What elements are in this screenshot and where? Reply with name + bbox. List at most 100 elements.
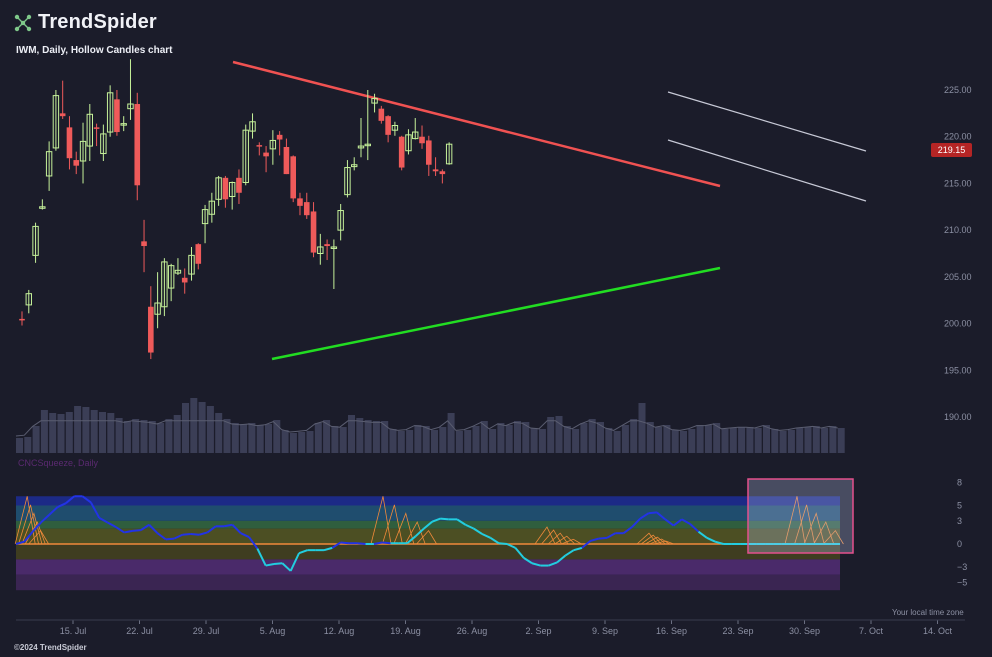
candle-body xyxy=(181,277,188,283)
volume-bar xyxy=(746,427,754,453)
candle-body xyxy=(263,152,269,157)
volume-bar xyxy=(414,425,422,453)
squeeze-histogram xyxy=(636,532,658,545)
x-axis-tick: 12. Aug xyxy=(324,626,355,636)
volume-bar xyxy=(123,421,131,453)
volume-bar xyxy=(821,428,829,453)
candle-body xyxy=(161,261,168,308)
squeeze-line-segment xyxy=(23,531,34,543)
squeeze-line-segment xyxy=(456,518,466,526)
candle-body xyxy=(236,177,242,193)
candle-body xyxy=(106,92,114,133)
volume-bar xyxy=(348,415,355,453)
brand-name: TrendSpider xyxy=(38,11,157,33)
squeeze-histogram xyxy=(547,532,569,545)
volume-bar xyxy=(738,427,746,453)
x-axis-tick: 9. Sep xyxy=(592,626,618,636)
volume-bar xyxy=(671,430,679,453)
squeeze-line-segment xyxy=(373,541,383,545)
volume-bar xyxy=(173,415,181,453)
volume-bar xyxy=(680,431,687,453)
x-axis-tick: 26. Aug xyxy=(457,626,488,636)
x-axis-tick: 22. Jul xyxy=(126,626,153,636)
volume-bar xyxy=(215,413,223,453)
candle-body xyxy=(86,113,93,147)
indicator-band xyxy=(16,544,840,560)
candle-body xyxy=(222,177,229,200)
squeeze-line-segment xyxy=(573,546,583,552)
squeeze-histogram xyxy=(640,534,662,545)
squeeze-line-segment xyxy=(623,526,633,535)
candle-body xyxy=(398,136,405,168)
squeeze-line-segment xyxy=(714,540,724,545)
volume-bar xyxy=(190,398,198,453)
brand: TrendSpider xyxy=(14,11,157,34)
candle-body xyxy=(364,143,371,147)
squeeze-line-segment xyxy=(631,517,641,528)
squeeze-line-segment xyxy=(190,532,200,536)
volume-bar xyxy=(99,412,106,453)
volume-bar xyxy=(696,425,704,453)
volume-bar xyxy=(331,426,339,453)
squeeze-line-segment xyxy=(231,524,242,534)
volume-bar xyxy=(472,426,480,453)
candle-body xyxy=(73,160,80,166)
volume-bar xyxy=(489,429,497,453)
candle-body xyxy=(188,254,195,275)
candle-body xyxy=(249,121,256,132)
squeeze-line-segment xyxy=(672,518,683,527)
squeeze-histogram xyxy=(18,504,39,545)
price-axis-tick: 205.00 xyxy=(944,272,972,282)
squeeze-line-segment xyxy=(65,495,75,504)
volume-bar xyxy=(455,431,463,453)
volume-bar xyxy=(588,419,596,453)
candle-body xyxy=(351,164,358,168)
squeeze-line-segment xyxy=(240,532,250,538)
volume-bar xyxy=(655,427,663,453)
x-axis-tick: 14. Oct xyxy=(923,626,953,636)
volume-bar xyxy=(605,428,613,453)
volume-bar xyxy=(580,423,588,453)
volume-bar xyxy=(198,402,206,453)
squeeze-line-segment xyxy=(465,523,475,530)
price-axis-tick: 200.00 xyxy=(944,319,972,329)
x-axis-tick: 23. Sep xyxy=(722,626,753,636)
indicator-axis-tick: 8 xyxy=(957,477,962,487)
volume-bar xyxy=(57,414,65,453)
volume-bar xyxy=(397,431,405,453)
candle-body xyxy=(52,95,60,149)
price-axis-tick: 210.00 xyxy=(944,225,972,235)
squeeze-histogram xyxy=(382,504,403,545)
candle-body xyxy=(371,97,378,104)
candle-body xyxy=(100,133,107,155)
volume-bar xyxy=(107,413,115,453)
x-axis-tick: 29. Jul xyxy=(193,626,220,636)
squeeze-line-segment xyxy=(689,523,700,533)
volume-bar xyxy=(497,423,505,453)
volume-bar xyxy=(248,423,256,453)
squeeze-line-segment xyxy=(531,562,541,567)
squeeze-line-segment xyxy=(323,546,333,552)
volume-bar xyxy=(306,431,314,453)
candle-body xyxy=(317,246,324,255)
squeeze-line-segment xyxy=(223,523,233,528)
candle-body xyxy=(134,104,141,186)
candle-body xyxy=(391,125,399,131)
volume-bar xyxy=(530,428,538,453)
volume-bar xyxy=(49,413,57,453)
squeeze-line-segment xyxy=(648,511,657,515)
candle-body xyxy=(412,131,419,140)
candle-body xyxy=(385,116,391,135)
timezone-label[interactable]: Your local time zone xyxy=(892,608,964,617)
squeeze-line-segment xyxy=(289,552,300,572)
volume-bar xyxy=(787,430,795,453)
candle-body xyxy=(242,129,249,183)
squeeze-line-segment xyxy=(156,532,167,541)
squeeze-histogram xyxy=(794,504,815,545)
volume-bar xyxy=(157,423,165,453)
volume-bar xyxy=(339,427,347,453)
squeeze-line-segment xyxy=(140,523,150,531)
candle-body xyxy=(405,134,412,152)
volume-bar xyxy=(364,420,372,453)
